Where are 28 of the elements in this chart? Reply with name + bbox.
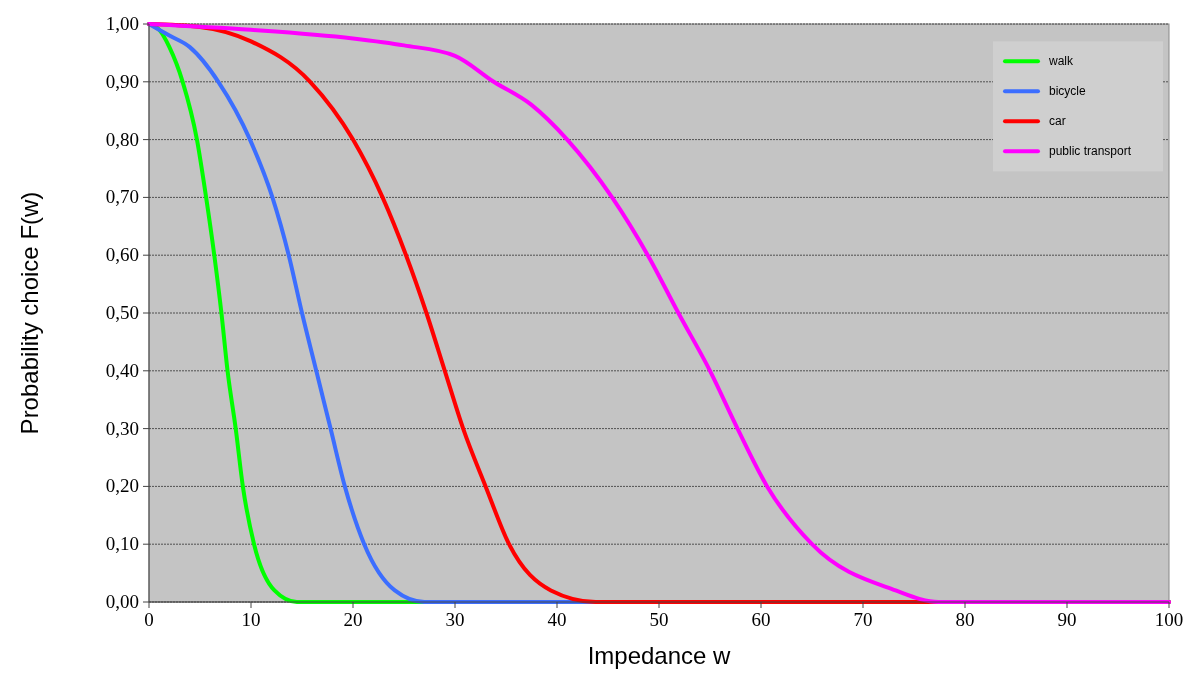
x-tick-label: 70 xyxy=(853,609,873,630)
y-tick-label: 0,50 xyxy=(105,302,139,323)
x-tick-label: 10 xyxy=(241,609,261,630)
x-axis-title: Impedance w xyxy=(587,642,732,669)
x-tick-label: 100 xyxy=(1154,609,1184,630)
legend-label: walk xyxy=(1048,54,1075,69)
y-tick-label: 0,00 xyxy=(105,591,139,612)
y-tick-label: 1,00 xyxy=(105,13,139,34)
x-tick-label: 20 xyxy=(343,609,363,630)
x-tick-label: 50 xyxy=(649,609,669,630)
legend-label: public transport xyxy=(1049,144,1132,159)
y-tick-label: 0,80 xyxy=(105,128,139,150)
legend-label: car xyxy=(1049,114,1066,129)
y-tick-label: 0,30 xyxy=(105,417,139,439)
y-tick-label: 0,20 xyxy=(105,475,139,497)
x-tick-label: 0 xyxy=(144,609,154,630)
x-tick-label: 90 xyxy=(1057,609,1077,630)
y-tick-label: 0,40 xyxy=(105,359,139,381)
y-tick-label: 0,60 xyxy=(105,244,139,266)
x-tick-label: 40 xyxy=(547,609,567,630)
y-tick-label: 0,90 xyxy=(105,70,139,92)
x-tick-label: 80 xyxy=(955,609,975,630)
x-tick-label: 60 xyxy=(751,609,771,630)
y-tick-label: 0,10 xyxy=(105,533,139,555)
x-tick-label: 30 xyxy=(445,609,465,630)
y-tick-label: 0,70 xyxy=(105,186,139,208)
legend-label: bicycle xyxy=(1049,84,1087,99)
y-axis-title: Probability choice F(w) xyxy=(16,191,43,435)
